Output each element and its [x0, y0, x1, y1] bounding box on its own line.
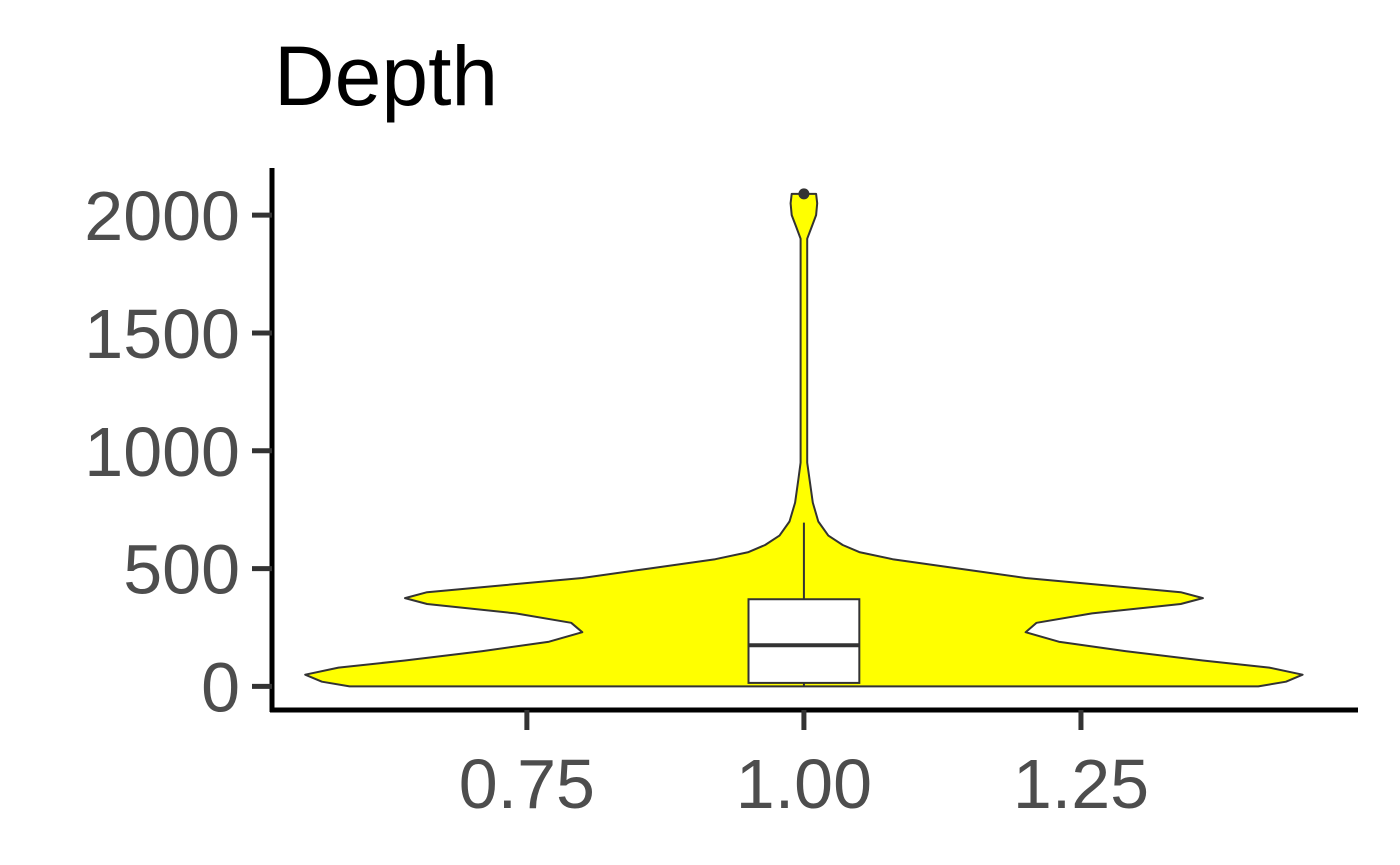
plot-area	[304, 188, 1304, 688]
violin-shape	[304, 192, 1304, 688]
x-tick-label: 0.75	[459, 745, 595, 823]
y-tick-label: 0	[201, 648, 240, 726]
y-tick-label: 1500	[84, 295, 240, 373]
iqr-box	[747, 598, 861, 684]
axes: 0 500 1000 1500 2000 0.75 1.00 1.25	[84, 168, 1358, 823]
outlier-point	[798, 188, 810, 200]
x-tick-label: 1.25	[1013, 745, 1149, 823]
y-tick-label: 2000	[84, 177, 240, 255]
y-tick-label: 500	[123, 531, 240, 609]
chart-title: Depth	[274, 29, 498, 123]
y-tick-label: 1000	[84, 413, 240, 491]
x-tick-label: 1.00	[736, 745, 872, 823]
